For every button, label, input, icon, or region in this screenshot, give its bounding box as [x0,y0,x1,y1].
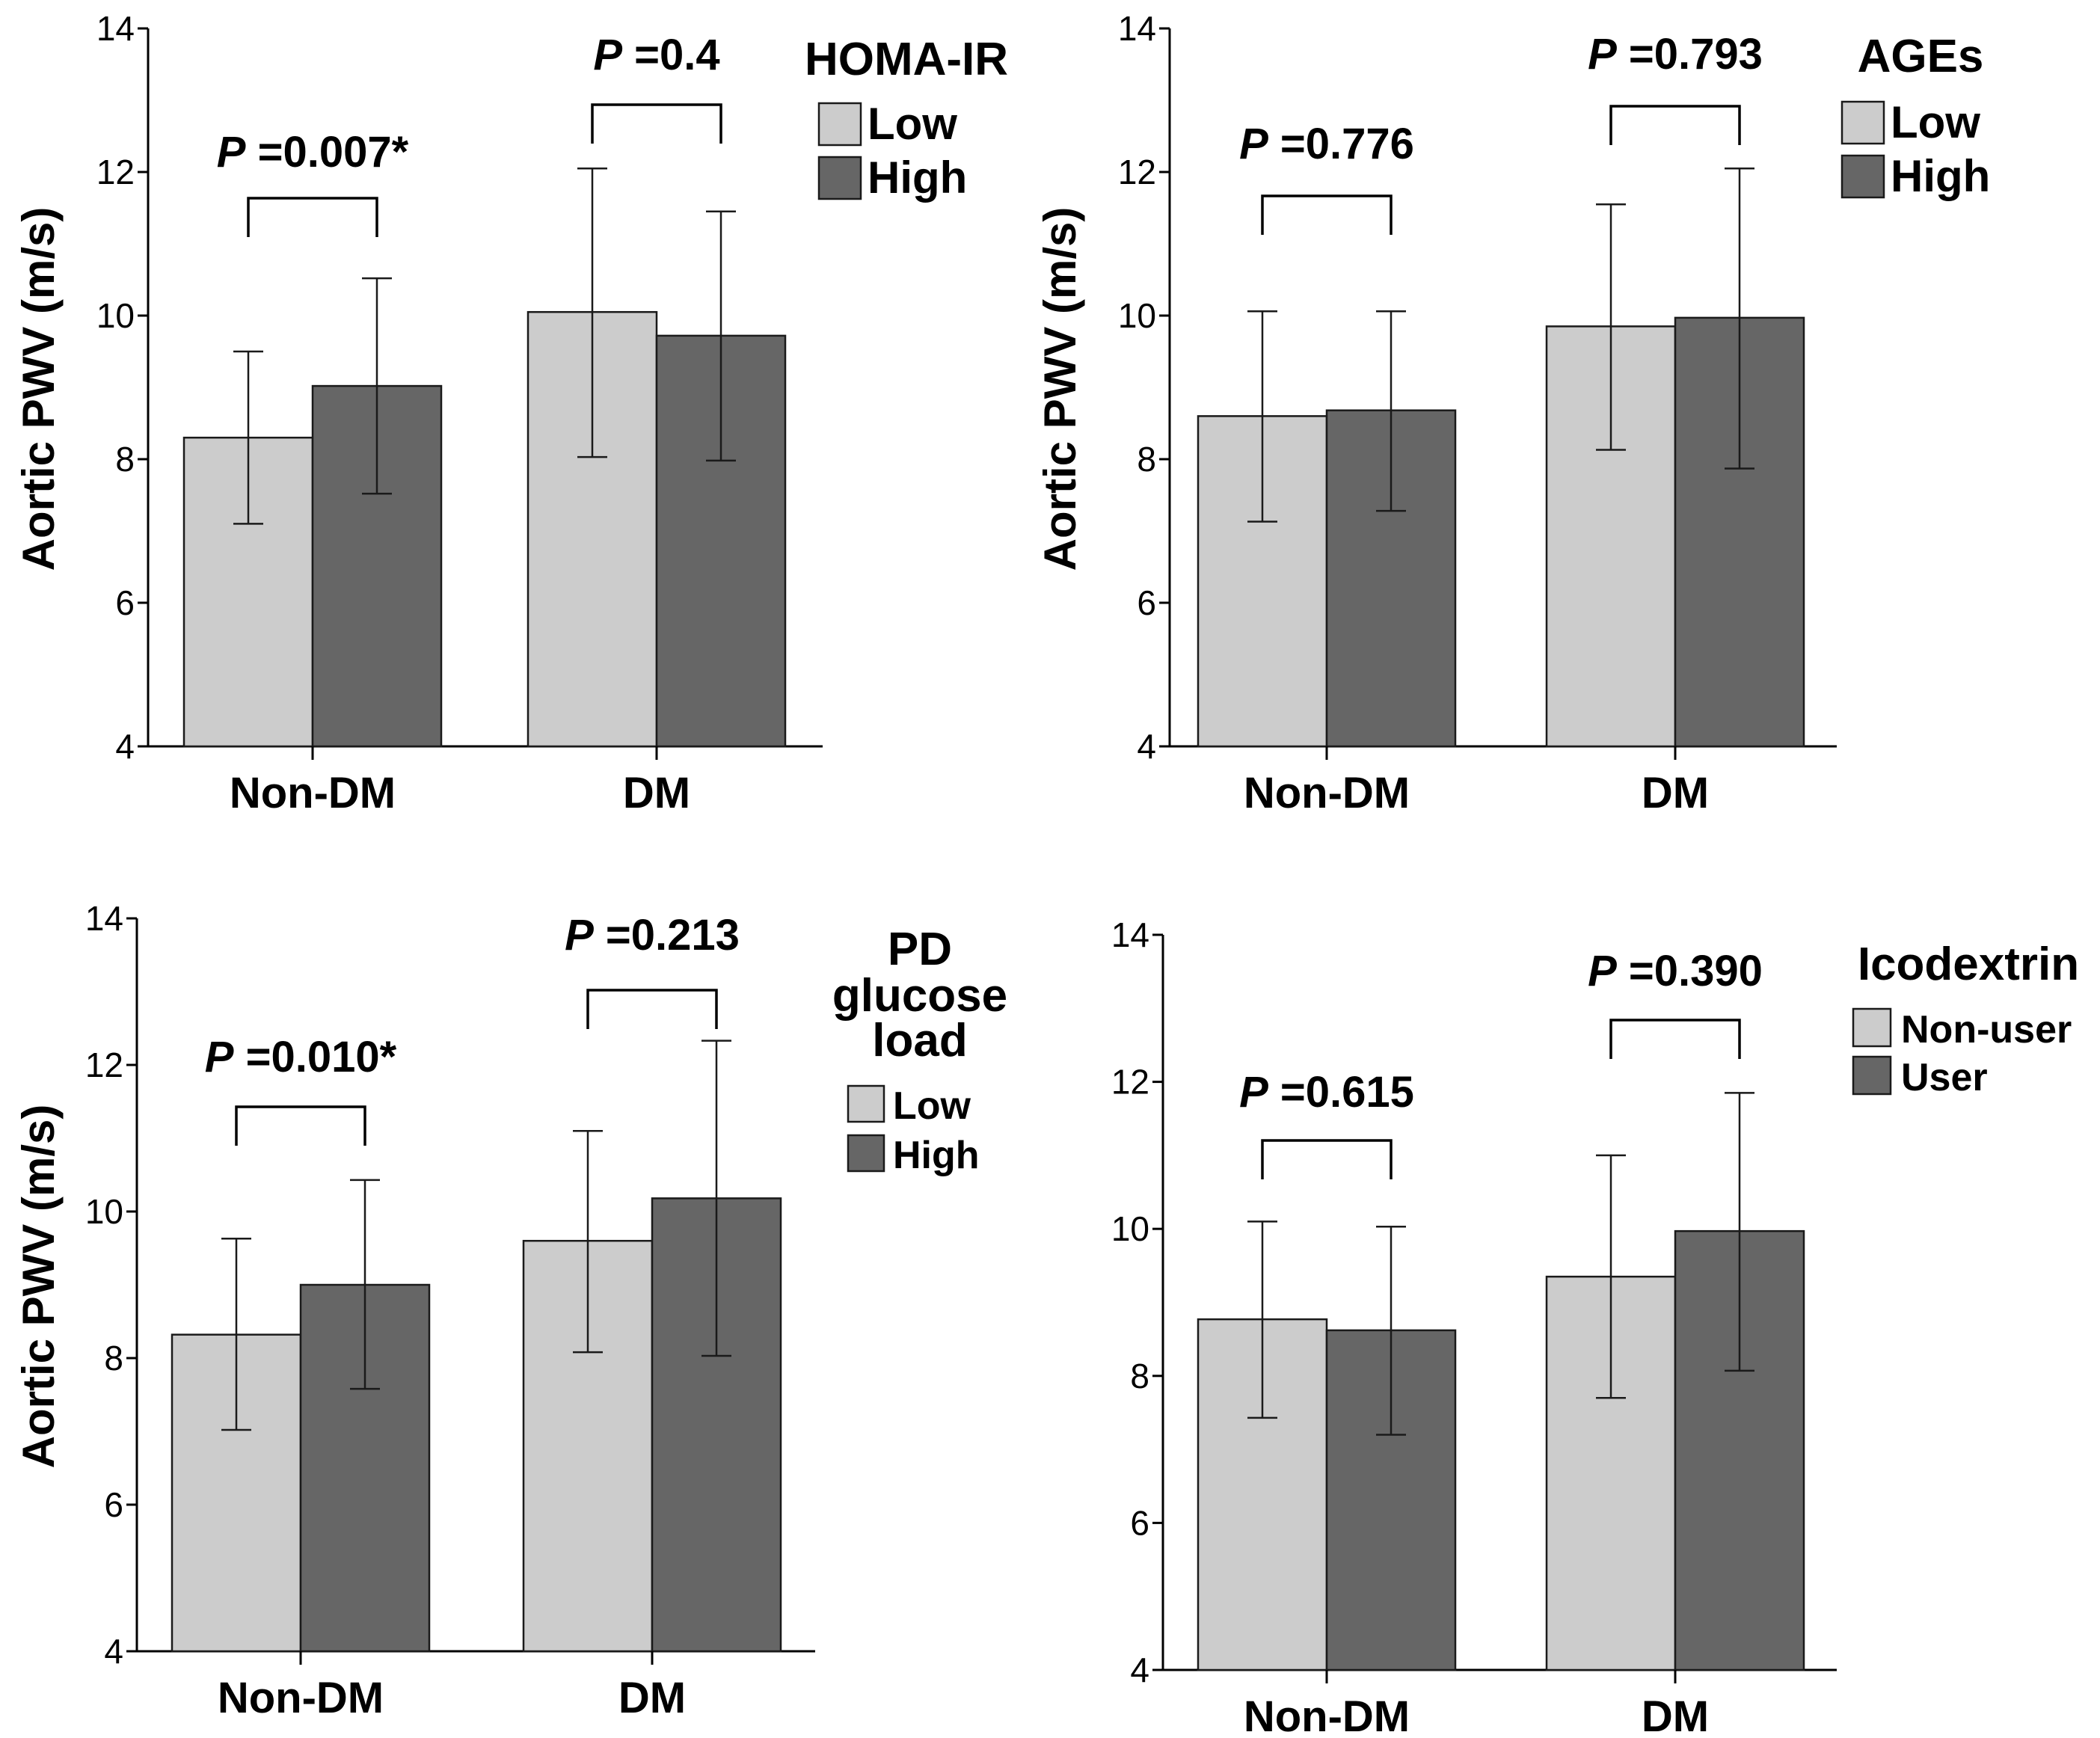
significance-bracket [591,103,722,144]
p-value-label: P =0.390 [1588,947,1763,995]
chart-panel-1: 4 6 8 10 12 14 Aortic PWV (m/s) Non-DM P =0.007*… [13,9,1008,817]
y-tick-label: 4 [115,727,135,766]
significance-bracket [235,1105,366,1146]
x-tick-label: DM [1642,1692,1709,1738]
legend-label-high: High [868,153,967,203]
y-tick-label: 8 [104,1339,123,1378]
legend-swatch-high [817,156,862,200]
legend-label-high: High [893,1134,980,1177]
y-tick-label: 12 [96,153,135,191]
chart-panel-3: 4 6 8 10 12 14 Aortic PWV (m/s) Non-DM P =0.010*… [13,899,1007,1722]
legend-swatch-high [847,1134,885,1173]
y-tick-label: 8 [1130,1357,1149,1395]
legend-label-low: Low [893,1084,971,1128]
y-tick-label: 6 [104,1485,123,1524]
legend-title: glucose [832,970,1007,1022]
p-value-label: P =0.793 [1588,30,1763,79]
y-tick-label: 10 [85,1192,123,1231]
significance-bracket [1609,105,1741,145]
p-value-label: P =0.4 [593,31,719,79]
y-tick-label: 8 [1137,440,1156,479]
chart-panel-2: 4 6 8 10 12 14 Aortic PWV (m/s) Non-DM P =0.776 D… [1035,9,1990,817]
y-tick-label: 4 [1137,727,1156,766]
y-tick-label: 12 [85,1045,123,1084]
y-axis-label: Aortic PWV (m/s) [13,207,64,571]
legend-label-high: High [1891,151,1990,201]
p-value-label: P =0.776 [1239,120,1414,168]
p-value-label: P =0.615 [1239,1068,1414,1117]
legend-label-low: Low [1891,97,1980,147]
legend-swatch-low [847,1084,885,1123]
y-tick-label: 4 [104,1632,123,1671]
significance-bracket [1261,194,1393,235]
chart-panel-4: 4 6 8 10 12 14 Non-DM P =0.615 DM P =0.390 Icodext… [1111,915,2079,1738]
y-tick-label: 14 [85,899,123,938]
x-tick-label: DM [1642,769,1709,817]
y-tick-label: 10 [96,296,135,335]
legend-swatch-low [1840,100,1885,145]
legend-swatch-low [817,102,862,147]
x-tick-label: Non-DM [1244,1692,1410,1738]
y-tick-label: 14 [1111,915,1149,954]
significance-bracket [1609,1019,1741,1059]
p-value-label: P =0.007* [217,128,409,176]
significance-bracket [586,989,718,1029]
legend-title: Icodextrin [1858,939,2079,990]
x-tick-label: DM [623,769,690,817]
y-tick-label: 12 [1118,153,1156,191]
legend-swatch-non-user [1852,1007,1892,1048]
y-tick-label: 14 [96,9,135,48]
y-axis-label: Aortic PWV (m/s) [13,1105,64,1469]
legend-title: PD [888,924,952,975]
legend-label-user: User [1901,1056,1988,1099]
x-tick-label: Non-DM [1244,769,1410,817]
p-value-label: P =0.010* [205,1033,397,1081]
x-tick-label: Non-DM [230,769,396,817]
y-axis-label: Aortic PWV (m/s) [1035,207,1085,571]
y-tick-label: 4 [1130,1651,1149,1689]
legend-title: load [872,1015,967,1066]
y-tick-label: 14 [1118,9,1156,48]
x-tick-label: Non-DM [218,1674,384,1722]
y-tick-label: 12 [1111,1063,1149,1102]
p-value-label: P =0.213 [565,911,740,959]
y-tick-label: 10 [1118,296,1156,335]
y-tick-label: 6 [115,583,135,622]
legend-label-low: Low [868,99,957,149]
significance-bracket [247,197,378,237]
legend-swatch-user [1852,1055,1892,1096]
legend-label-non-user: Non-user [1901,1008,2072,1051]
x-tick-label: DM [618,1674,686,1722]
y-tick-label: 10 [1111,1209,1149,1248]
legend-title: AGEs [1858,31,1984,82]
significance-bracket [1261,1139,1393,1179]
y-tick-label: 6 [1130,1503,1149,1542]
y-tick-label: 6 [1137,583,1156,622]
legend-title: HOMA-IR [805,34,1008,85]
legend-swatch-high [1840,154,1885,199]
y-tick-label: 8 [115,440,135,479]
